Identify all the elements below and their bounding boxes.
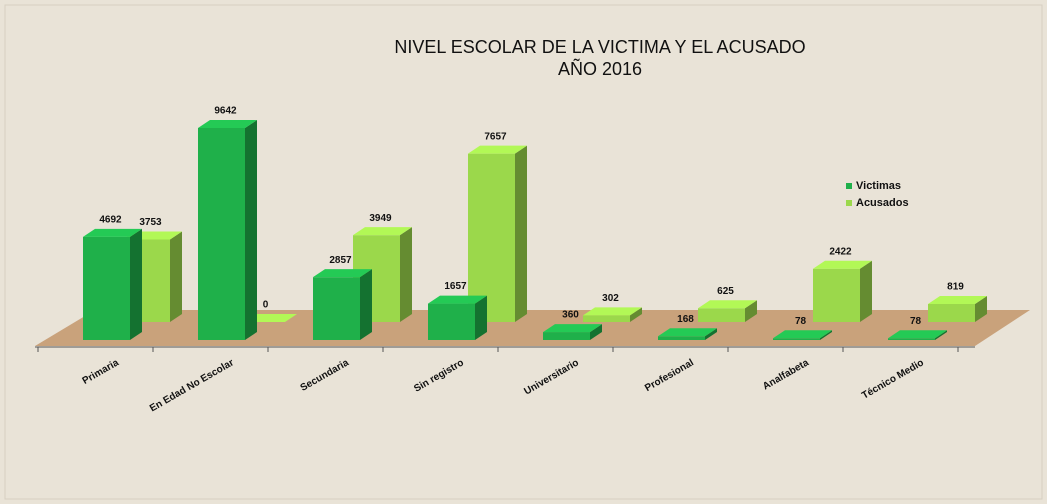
bar-side	[630, 307, 642, 322]
bar-side	[400, 227, 412, 322]
bar-side	[130, 228, 142, 340]
bar-top	[83, 228, 142, 237]
bar-top	[583, 307, 642, 316]
bar-top	[813, 260, 872, 269]
bar-side	[975, 295, 987, 322]
bar-front	[813, 268, 860, 322]
bar-top	[928, 295, 987, 304]
bar	[83, 228, 142, 340]
bar-front	[313, 277, 360, 340]
bar-side	[170, 231, 182, 322]
legend-swatch	[846, 183, 852, 189]
bar-top	[543, 324, 602, 333]
value-label: 819	[947, 282, 964, 293]
value-label: 625	[717, 286, 734, 297]
bar-top	[773, 330, 832, 339]
bar-front	[428, 303, 475, 340]
bar-front	[198, 128, 245, 340]
value-label: 3949	[369, 213, 392, 224]
bar	[313, 269, 372, 340]
bar-front	[543, 332, 590, 340]
bar-top	[428, 295, 487, 304]
bar-front	[583, 315, 630, 322]
bar	[543, 324, 602, 340]
bar-front	[928, 303, 975, 322]
value-label: 2422	[829, 246, 852, 257]
floor	[35, 310, 1030, 346]
bar-side	[475, 295, 487, 340]
bar	[813, 260, 872, 322]
value-label: 78	[910, 316, 922, 327]
value-label: 3753	[139, 217, 162, 228]
bar	[698, 300, 757, 322]
bar-top	[198, 120, 257, 128]
bar-top	[468, 145, 527, 154]
chart-title: NIVEL ESCOLAR DE LA VICTIMA Y EL ACUSADO	[394, 37, 805, 57]
bar	[583, 307, 642, 322]
value-label: 168	[677, 314, 694, 325]
bar	[773, 330, 832, 340]
bar-side	[245, 120, 257, 340]
bar-front	[658, 336, 705, 340]
bar	[888, 330, 947, 340]
bar	[468, 145, 527, 322]
bar-side	[590, 324, 602, 340]
legend-label: Victimas	[856, 180, 901, 192]
bar	[198, 120, 257, 340]
bar-side	[515, 145, 527, 322]
bar-front	[888, 338, 935, 340]
bar-side	[860, 260, 872, 322]
value-label: 4692	[99, 214, 122, 225]
value-label: 1657	[444, 281, 467, 292]
value-label: 7657	[484, 131, 507, 142]
bar-top	[698, 300, 757, 309]
frame	[4, 4, 1043, 500]
bar-top	[353, 227, 412, 236]
bar-side	[360, 269, 372, 340]
bar-side	[935, 330, 947, 340]
bar-front	[773, 338, 820, 340]
bar	[658, 328, 717, 340]
bar	[928, 295, 987, 322]
bar-top	[888, 330, 947, 339]
bar-top	[313, 269, 372, 278]
value-label: 360	[562, 310, 579, 321]
bar-side	[820, 330, 832, 340]
chart-subtitle: AÑO 2016	[558, 58, 642, 79]
bar-front	[83, 236, 130, 340]
legend-swatch	[846, 200, 852, 206]
bar-front	[698, 308, 745, 322]
bar-front	[468, 153, 515, 322]
value-label: 78	[795, 316, 807, 327]
value-label: 2857	[329, 255, 352, 266]
legend-label: Acusados	[856, 197, 909, 209]
bar-side	[745, 300, 757, 322]
bar	[428, 295, 487, 340]
value-label: 0	[263, 300, 269, 311]
value-label: 302	[602, 293, 619, 304]
bar-side	[705, 328, 717, 340]
value-label: 9642	[214, 106, 237, 117]
bar-top	[658, 328, 717, 337]
